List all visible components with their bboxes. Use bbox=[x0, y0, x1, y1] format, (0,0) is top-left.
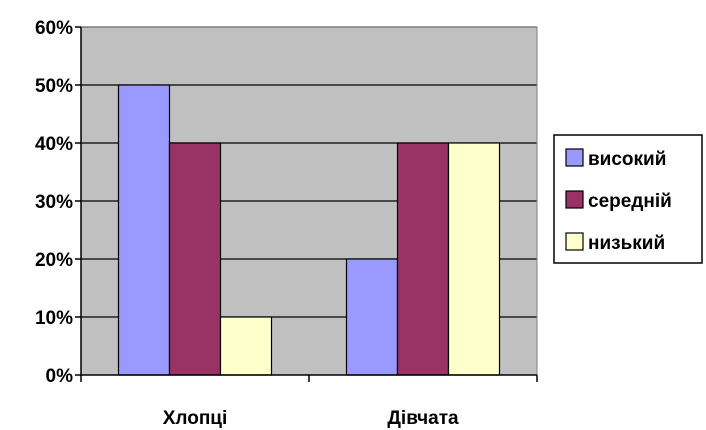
y-tick-label: 20% bbox=[35, 250, 73, 271]
y-axis-ticks: 0% 10% 20% 30% 40% 50% 60% bbox=[35, 18, 81, 387]
y-tick-label: 40% bbox=[35, 134, 73, 155]
legend: високий середній низький bbox=[553, 134, 703, 264]
bars bbox=[117, 84, 501, 376]
bar-1-2 bbox=[447, 142, 501, 376]
x-category-label: Дівчата bbox=[387, 408, 459, 429]
x-axis-categories: Хлопці Дівчата bbox=[80, 375, 538, 429]
legend-swatch-2 bbox=[565, 232, 584, 251]
bar-1-1 bbox=[396, 142, 450, 376]
bar-0-1 bbox=[168, 142, 222, 376]
y-tick-label: 50% bbox=[35, 76, 73, 97]
x-category-label: Хлопці bbox=[163, 408, 228, 429]
bar-0-0 bbox=[117, 84, 171, 376]
y-tick-label: 0% bbox=[46, 366, 74, 387]
y-tick-label: 10% bbox=[35, 308, 73, 329]
legend-swatch-0 bbox=[565, 148, 584, 167]
bar-1-0 bbox=[345, 258, 399, 376]
y-tick-label: 60% bbox=[35, 18, 73, 39]
legend-label-0: високий bbox=[588, 149, 666, 170]
legend-label-1: середній bbox=[588, 191, 672, 212]
bar-0-2 bbox=[219, 316, 273, 376]
legend-swatch-1 bbox=[565, 190, 584, 209]
legend-label-2: низький bbox=[588, 233, 665, 254]
y-tick-label: 30% bbox=[35, 192, 73, 213]
